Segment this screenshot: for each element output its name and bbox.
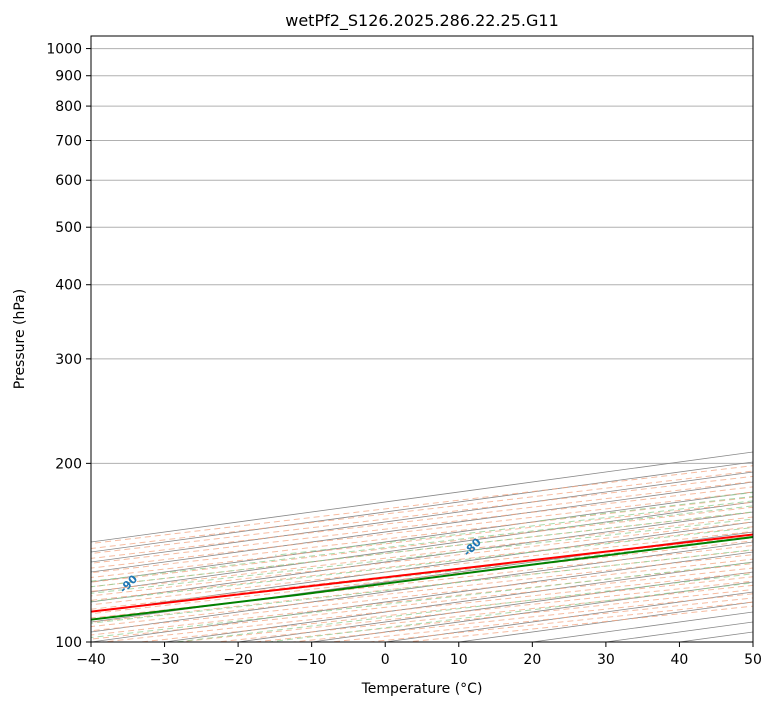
isotherm-line (91, 471, 753, 563)
dry-adiabat-line (91, 501, 753, 579)
moist-adiabat-line (91, 537, 753, 612)
dry-adiabat-line (91, 554, 753, 628)
moist-adiabat-line (538, 495, 753, 522)
dry-adiabat-line (91, 516, 753, 592)
isotherm-line (91, 491, 753, 583)
dry-adiabat-line (91, 491, 753, 569)
y-axis-label: Pressure (hPa) (12, 289, 28, 389)
x-tick-label: 0 (381, 652, 390, 668)
dry-adiabat-line (91, 521, 753, 597)
dry-adiabat-line (91, 549, 753, 623)
dry-adiabat-line (91, 511, 753, 588)
temperature-line (91, 533, 753, 613)
dry-adiabat-line (91, 535, 753, 610)
isotherm-line (91, 531, 753, 623)
dry-adiabat-line (91, 486, 753, 564)
dry-adiabat-line (140, 576, 753, 642)
moist-adiabat-line (707, 492, 753, 499)
x-tick-label: 50 (744, 652, 762, 668)
dry-adiabat-line (216, 584, 753, 642)
background-lines (91, 48, 753, 642)
dry-adiabat-line (91, 475, 753, 555)
moist-adiabat-line (91, 527, 753, 602)
x-tick-label: −10 (297, 652, 327, 668)
x-tick-label: 10 (450, 652, 468, 668)
moist-adiabat-line (91, 518, 753, 594)
dry-adiabat-line (369, 601, 753, 642)
isotherm-line (91, 481, 753, 573)
isotherm-line (605, 621, 753, 642)
y-tick-label: 500 (55, 220, 82, 236)
dry-adiabat-line (91, 544, 753, 619)
chart-title: wetPf2_S126.2025.286.22.25.G11 (285, 11, 559, 31)
data-series (91, 533, 753, 621)
y-tick-label: 200 (55, 456, 82, 472)
dry-adiabat-line (91, 540, 753, 615)
dry-adiabat-line (91, 506, 753, 583)
isotherm-line (752, 641, 753, 642)
isotherm-line (91, 541, 753, 633)
isotherm-line (91, 521, 753, 613)
y-tick-label: 700 (55, 133, 82, 149)
isotherm-line (91, 501, 753, 593)
y-tick-label: 400 (55, 278, 82, 294)
y-tick-label: 1000 (46, 42, 82, 58)
isotherm-line (91, 511, 753, 603)
isotherm-line (91, 461, 753, 553)
moist-adiabat-line (91, 561, 753, 638)
dewpoint-line (91, 535, 753, 621)
dry-adiabat-line (331, 597, 753, 642)
x-axis-label: Temperature (°C) (361, 681, 483, 697)
y-axis: 100 200 300 400 500 600 700 800 900 1000 (46, 42, 91, 651)
moist-adiabat-line (91, 549, 753, 624)
y-tick-label: 900 (55, 69, 82, 85)
moist-adiabat-line (91, 511, 753, 588)
y-tick-label: 100 (55, 635, 82, 651)
dry-adiabat-line (91, 470, 753, 550)
dry-adiabat-line (91, 530, 753, 606)
dry-adiabat-line (91, 526, 753, 601)
x-tick-label: −20 (223, 652, 253, 668)
y-tick-label: 800 (55, 99, 82, 115)
x-axis: −40 −30 −20 −10 0 10 20 30 40 50 (76, 642, 762, 668)
y-tick-label: 600 (55, 173, 82, 189)
plot-frame (90, 35, 754, 643)
dry-adiabat-line (102, 571, 753, 642)
isotherm-line (385, 591, 753, 642)
isotherm-line (311, 581, 753, 642)
dry-adiabat-line (91, 496, 753, 574)
x-tick-label: −30 (150, 652, 180, 668)
x-tick-label: 40 (671, 652, 689, 668)
x-tick-label: 20 (523, 652, 541, 668)
dry-adiabat-line (91, 481, 753, 559)
isotherm-line (91, 451, 753, 543)
x-tick-label: 30 (597, 652, 615, 668)
y-tick-label: 300 (55, 352, 82, 368)
x-tick-label: −40 (76, 652, 106, 668)
isotherm-line (679, 631, 753, 642)
dry-adiabat-line (91, 465, 753, 545)
dry-adiabat-line (91, 558, 753, 632)
